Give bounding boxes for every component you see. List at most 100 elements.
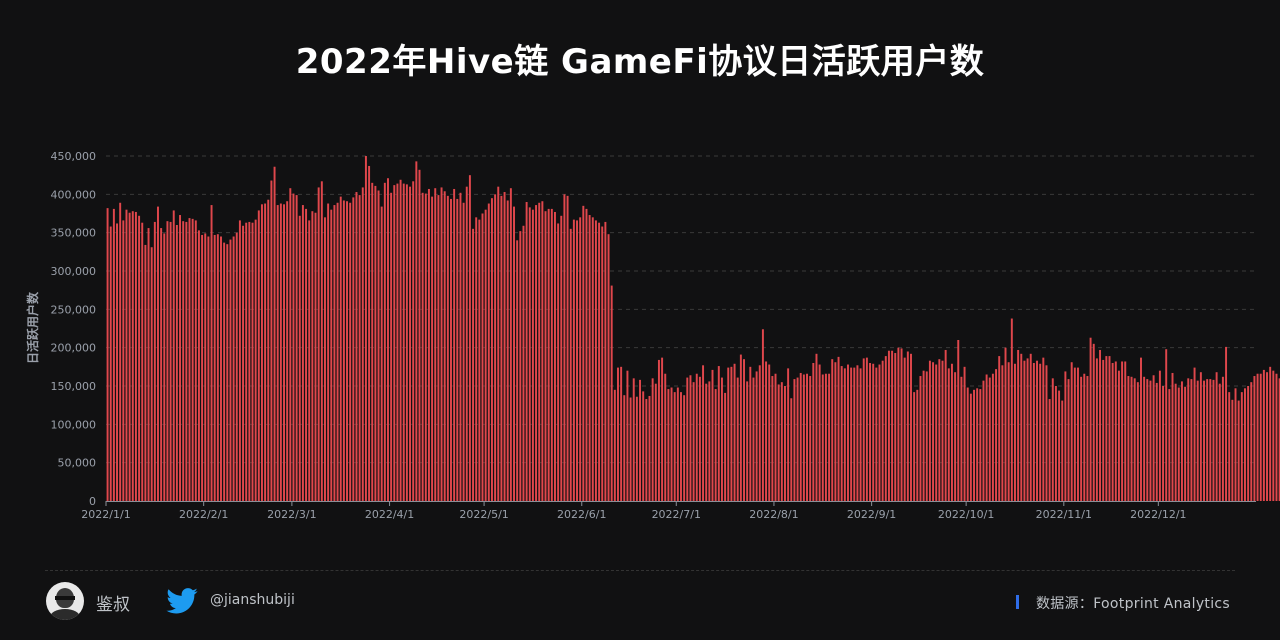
- bar[interactable]: [736, 377, 739, 501]
- bar[interactable]: [765, 361, 768, 501]
- bar[interactable]: [308, 220, 311, 501]
- bar[interactable]: [594, 220, 597, 501]
- bar[interactable]: [1124, 361, 1127, 501]
- bar[interactable]: [459, 192, 462, 502]
- bar[interactable]: [1133, 378, 1136, 501]
- bar[interactable]: [818, 364, 821, 501]
- bar[interactable]: [336, 202, 339, 501]
- bar[interactable]: [1209, 379, 1212, 501]
- bar[interactable]: [1171, 372, 1174, 501]
- bar[interactable]: [702, 365, 705, 501]
- bar[interactable]: [361, 187, 364, 501]
- bar[interactable]: [859, 368, 862, 501]
- bar[interactable]: [550, 208, 553, 501]
- bar[interactable]: [739, 354, 742, 501]
- bar[interactable]: [686, 377, 689, 501]
- bar[interactable]: [1020, 353, 1023, 501]
- bar[interactable]: [1196, 380, 1199, 501]
- bar[interactable]: [1007, 362, 1010, 501]
- bar[interactable]: [324, 217, 326, 501]
- bar[interactable]: [862, 358, 865, 501]
- bar[interactable]: [166, 221, 169, 502]
- bar[interactable]: [582, 205, 585, 501]
- bar[interactable]: [944, 349, 947, 501]
- bar[interactable]: [311, 211, 314, 501]
- bar[interactable]: [279, 203, 282, 501]
- bar[interactable]: [128, 212, 131, 502]
- bar[interactable]: [1177, 387, 1180, 501]
- bar[interactable]: [172, 210, 175, 501]
- bar[interactable]: [317, 187, 320, 501]
- bar[interactable]: [680, 392, 682, 501]
- bar[interactable]: [349, 202, 352, 501]
- bar[interactable]: [1140, 357, 1142, 501]
- bar[interactable]: [837, 356, 840, 501]
- bar[interactable]: [705, 383, 708, 501]
- bar[interactable]: [708, 381, 711, 501]
- bar[interactable]: [264, 203, 267, 501]
- bar[interactable]: [843, 368, 846, 501]
- bar[interactable]: [541, 201, 544, 502]
- bar[interactable]: [950, 363, 953, 501]
- bar[interactable]: [557, 223, 560, 501]
- bar[interactable]: [383, 182, 386, 501]
- bar[interactable]: [806, 373, 808, 501]
- bar[interactable]: [695, 373, 698, 501]
- bar[interactable]: [872, 363, 875, 501]
- bar[interactable]: [1225, 346, 1228, 501]
- bar[interactable]: [1083, 373, 1086, 501]
- bar[interactable]: [327, 203, 330, 501]
- bar[interactable]: [714, 389, 717, 501]
- bar[interactable]: [787, 368, 790, 501]
- bar[interactable]: [632, 378, 635, 501]
- bar[interactable]: [969, 393, 972, 501]
- bar[interactable]: [188, 218, 191, 501]
- bar[interactable]: [746, 381, 749, 501]
- bar[interactable]: [119, 202, 122, 501]
- bar[interactable]: [260, 204, 263, 502]
- bar[interactable]: [790, 398, 793, 501]
- bar[interactable]: [626, 370, 629, 501]
- bar[interactable]: [1272, 370, 1275, 501]
- bar[interactable]: [544, 211, 547, 501]
- bar[interactable]: [1114, 361, 1117, 501]
- bar[interactable]: [424, 193, 427, 501]
- bar[interactable]: [531, 209, 534, 502]
- bar[interactable]: [623, 395, 626, 501]
- bar[interactable]: [535, 205, 538, 501]
- bar[interactable]: [1010, 318, 1013, 501]
- bar[interactable]: [1240, 392, 1243, 501]
- bar[interactable]: [1099, 349, 1102, 501]
- bar[interactable]: [847, 364, 849, 501]
- bar[interactable]: [1080, 376, 1083, 501]
- bar[interactable]: [1231, 399, 1234, 501]
- bar[interactable]: [112, 208, 115, 501]
- bar[interactable]: [774, 373, 777, 501]
- bar[interactable]: [1039, 363, 1042, 501]
- bar[interactable]: [169, 221, 172, 501]
- bar[interactable]: [720, 377, 723, 501]
- bar[interactable]: [207, 236, 210, 502]
- bar[interactable]: [251, 222, 254, 501]
- bar[interactable]: [122, 220, 125, 501]
- bar[interactable]: [840, 366, 843, 501]
- bar[interactable]: [314, 212, 317, 502]
- bar[interactable]: [431, 196, 434, 501]
- bar[interactable]: [995, 369, 998, 501]
- bar[interactable]: [355, 192, 358, 501]
- bar[interactable]: [1017, 349, 1020, 501]
- bar[interactable]: [758, 365, 761, 501]
- bar[interactable]: [667, 389, 670, 501]
- bar[interactable]: [298, 215, 301, 502]
- bar[interactable]: [179, 215, 182, 501]
- bar[interactable]: [982, 380, 985, 501]
- bar[interactable]: [421, 192, 424, 502]
- bar[interactable]: [730, 366, 733, 501]
- bar[interactable]: [913, 392, 916, 501]
- bar[interactable]: [1014, 363, 1016, 501]
- bar[interactable]: [1130, 376, 1133, 501]
- bar[interactable]: [1032, 363, 1035, 501]
- bar[interactable]: [850, 367, 853, 501]
- bar[interactable]: [106, 208, 109, 501]
- bar[interactable]: [226, 244, 229, 502]
